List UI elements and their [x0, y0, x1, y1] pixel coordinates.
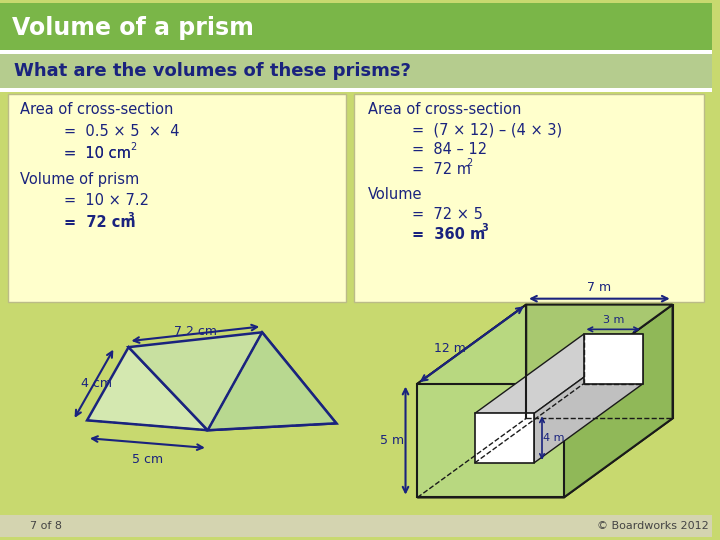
Polygon shape: [474, 414, 534, 463]
Polygon shape: [418, 418, 672, 497]
Text: Volume of prism: Volume of prism: [19, 172, 139, 186]
Text: Area of cross-section: Area of cross-section: [19, 102, 173, 117]
Text: 12 m: 12 m: [434, 342, 466, 355]
Text: 3: 3: [482, 224, 488, 233]
Text: 7.2 cm: 7.2 cm: [174, 325, 217, 338]
Polygon shape: [474, 334, 643, 414]
Text: 3 m: 3 m: [603, 315, 624, 326]
Text: 5 cm: 5 cm: [132, 454, 163, 467]
FancyBboxPatch shape: [0, 50, 712, 55]
FancyBboxPatch shape: [8, 94, 346, 302]
FancyBboxPatch shape: [0, 55, 712, 88]
Text: 4 cm: 4 cm: [81, 377, 112, 390]
Polygon shape: [207, 332, 336, 430]
Text: =  (7 × 12) – (4 × 3): = (7 × 12) – (4 × 3): [413, 122, 562, 137]
Text: =  72 m: = 72 m: [413, 161, 472, 177]
Polygon shape: [129, 332, 336, 430]
Text: Area of cross-section: Area of cross-section: [368, 102, 521, 117]
Text: © Boardworks 2012: © Boardworks 2012: [597, 521, 708, 531]
Text: 7 m: 7 m: [588, 281, 611, 294]
Polygon shape: [418, 384, 564, 497]
Text: =  84 – 12: = 84 – 12: [413, 142, 487, 157]
Polygon shape: [583, 334, 643, 384]
Polygon shape: [418, 305, 526, 497]
Text: =  10 cm: = 10 cm: [64, 146, 131, 161]
Text: =  72 × 5: = 72 × 5: [413, 207, 483, 222]
Polygon shape: [418, 305, 672, 384]
FancyBboxPatch shape: [0, 515, 712, 537]
Text: =  0.5 × 5  ×  4: = 0.5 × 5 × 4: [64, 124, 180, 139]
Text: 7 of 8: 7 of 8: [30, 521, 62, 531]
Text: 2: 2: [130, 143, 137, 152]
FancyBboxPatch shape: [0, 88, 712, 92]
Polygon shape: [87, 347, 207, 430]
Polygon shape: [564, 305, 672, 497]
Text: What are the volumes of these prisms?: What are the volumes of these prisms?: [14, 62, 410, 80]
FancyBboxPatch shape: [0, 3, 712, 50]
Text: Volume: Volume: [368, 187, 423, 202]
Text: Volume of a prism: Volume of a prism: [12, 16, 253, 39]
FancyBboxPatch shape: [354, 94, 704, 302]
Text: =  72 cm: = 72 cm: [64, 215, 136, 230]
Polygon shape: [526, 305, 672, 418]
Text: 3: 3: [127, 212, 135, 221]
Polygon shape: [534, 334, 643, 463]
Text: =  10 × 7.2: = 10 × 7.2: [64, 193, 149, 208]
Text: 2: 2: [466, 158, 472, 168]
Text: =  360 m: = 360 m: [413, 227, 486, 242]
Text: =  10 cm: = 10 cm: [64, 146, 131, 161]
Text: 5 m: 5 m: [379, 434, 404, 447]
Text: 4 m: 4 m: [543, 433, 564, 443]
